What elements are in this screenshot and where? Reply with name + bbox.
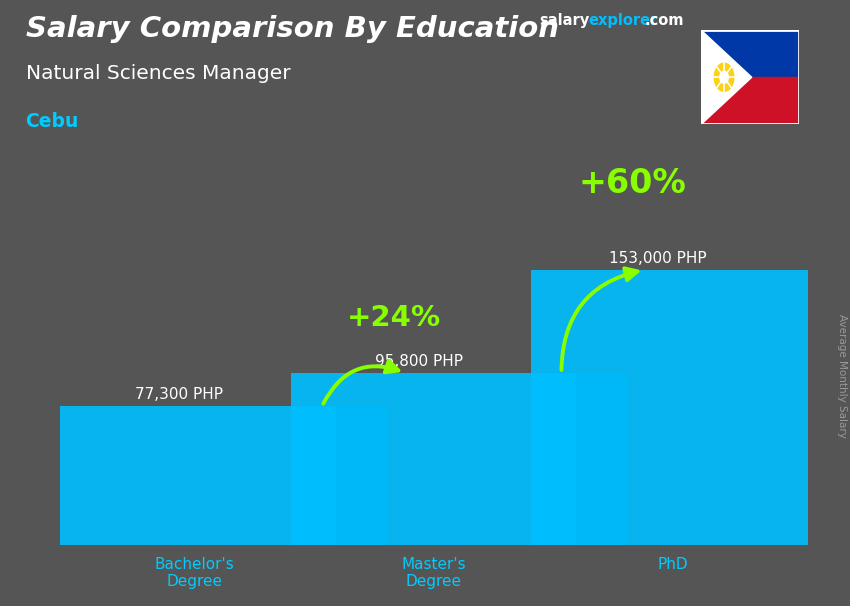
Polygon shape <box>337 406 388 545</box>
Text: +60%: +60% <box>579 167 687 200</box>
Text: +24%: +24% <box>347 304 440 332</box>
Polygon shape <box>815 270 850 545</box>
Polygon shape <box>575 373 626 545</box>
Circle shape <box>714 63 734 92</box>
Polygon shape <box>52 406 337 545</box>
Bar <box>701 30 799 77</box>
Polygon shape <box>530 270 815 545</box>
Text: Cebu: Cebu <box>26 112 79 131</box>
Polygon shape <box>292 373 575 545</box>
Polygon shape <box>701 30 751 124</box>
Text: 77,300 PHP: 77,300 PHP <box>135 387 224 402</box>
Text: Salary Comparison By Education: Salary Comparison By Education <box>26 15 558 43</box>
Bar <box>701 77 799 124</box>
Circle shape <box>720 71 728 84</box>
Text: salary: salary <box>540 13 590 28</box>
Text: 95,800 PHP: 95,800 PHP <box>375 354 462 369</box>
Text: .com: .com <box>644 13 683 28</box>
Text: 153,000 PHP: 153,000 PHP <box>609 251 706 266</box>
Text: Natural Sciences Manager: Natural Sciences Manager <box>26 64 290 82</box>
Text: explorer: explorer <box>588 13 658 28</box>
Text: Average Monthly Salary: Average Monthly Salary <box>837 314 847 438</box>
